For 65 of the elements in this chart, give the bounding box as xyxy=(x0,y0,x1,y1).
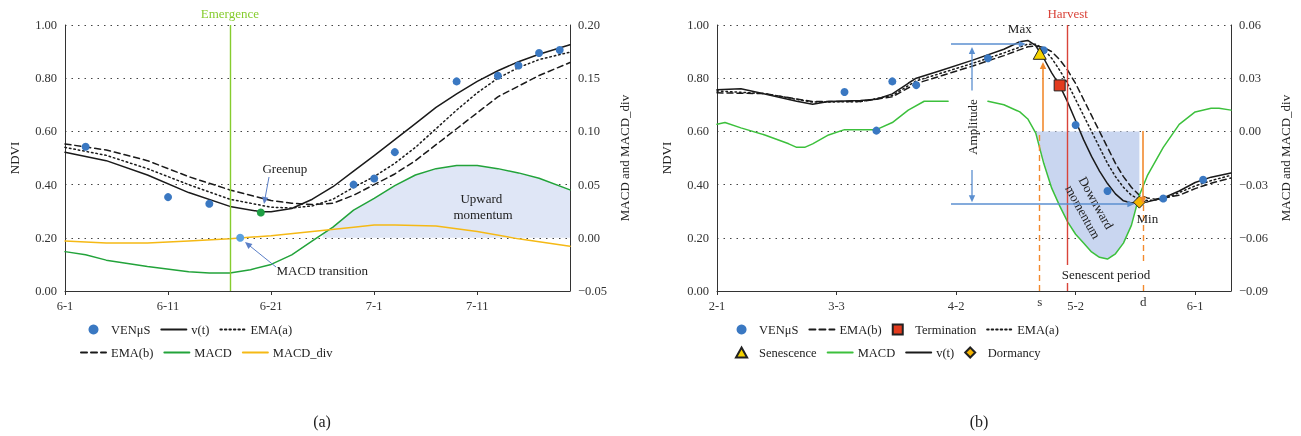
x-tick-label: 6-1 xyxy=(56,298,74,313)
legend-label: VENμS xyxy=(759,322,799,337)
y-tick-label: 0.00 xyxy=(35,284,57,298)
y-tick-label: 0.80 xyxy=(687,71,709,86)
y2-tick-label: 0.03 xyxy=(1239,71,1261,86)
text: (b) xyxy=(969,412,989,431)
y-axis-title: NDVI xyxy=(659,141,674,175)
y-axis-title: NDVI xyxy=(7,141,22,175)
y2-tick-label: −0.06 xyxy=(1239,230,1268,245)
y-tick-label: 1.00 xyxy=(35,18,57,32)
y-tick-label: 0.80 xyxy=(35,71,57,86)
y2-axis-title: MACD and MACD_div xyxy=(1278,94,1293,222)
ref-line-label: Harvest xyxy=(1047,6,1089,21)
y-tick-label: 0.00 xyxy=(687,284,709,298)
y2-tick-label: 0.10 xyxy=(578,124,600,139)
legend-label: Senescence xyxy=(759,345,818,360)
legend-label: Termination xyxy=(915,322,977,337)
y2-tick-label: 0.20 xyxy=(578,18,600,32)
annotation: Upward momentum xyxy=(453,190,513,222)
legend-label: EMA(a) xyxy=(250,322,293,337)
legend-label: MACD xyxy=(857,345,896,360)
legend-label: v(t) xyxy=(191,322,210,337)
x-tick-label: 5-2 xyxy=(1067,298,1084,313)
legend-label: EMA(b) xyxy=(111,345,154,360)
x-tick-label: 3-3 xyxy=(828,298,845,313)
y-tick-label: 0.40 xyxy=(35,177,57,192)
x-tick-label: 6-11 xyxy=(156,298,180,313)
legend-label: EMA(b) xyxy=(839,322,882,337)
annotation: Min xyxy=(1136,210,1159,226)
y2-tick-label: −0.09 xyxy=(1239,284,1268,298)
y-tick-label: 0.60 xyxy=(35,124,57,139)
y-tick-label: 0.20 xyxy=(687,230,709,245)
y2-tick-label: 0.05 xyxy=(578,177,600,192)
x-tick-label: 2-1 xyxy=(708,298,726,313)
text: (a) xyxy=(313,412,331,431)
y2-tick-label: 0.06 xyxy=(1239,18,1261,32)
legend-label: Dormancy xyxy=(987,345,1042,360)
x-tick-label: 7-11 xyxy=(466,298,489,313)
y-tick-label: 0.20 xyxy=(35,230,57,245)
annotation: Greenup xyxy=(262,161,308,177)
y2-tick-label: 0.00 xyxy=(1239,124,1261,139)
x-tick-label: 7-1 xyxy=(365,298,383,313)
legend-label: VENμS xyxy=(111,322,151,337)
legend-label: v(t) xyxy=(936,345,955,360)
ref-line-label: Emergence xyxy=(200,6,260,21)
x-tick-label: 6-21 xyxy=(259,298,283,313)
legend-label: MACD_div xyxy=(272,345,334,360)
legend-label: EMA(a) xyxy=(1017,322,1059,337)
y2-tick-label: 0.00 xyxy=(578,230,600,245)
y-tick-label: 0.40 xyxy=(687,177,709,192)
y2-tick-label: −0.03 xyxy=(1239,177,1268,192)
y-tick-label: 1.00 xyxy=(687,18,709,32)
y2-axis-title: MACD and MACD_div xyxy=(617,94,632,222)
y2-tick-label: 0.15 xyxy=(578,71,600,86)
annotation: Max xyxy=(1007,20,1033,36)
annotation: Senescent period xyxy=(1061,266,1151,282)
x-tick-label: 6-1 xyxy=(1186,298,1204,313)
legend-label: MACD xyxy=(194,345,232,360)
y-tick-label: 0.60 xyxy=(687,124,709,139)
y2-tick-label: −0.05 xyxy=(578,284,607,298)
ref-line-label: s xyxy=(1037,294,1043,309)
annotation: MACD transition xyxy=(276,263,369,279)
ref-line-label: d xyxy=(1140,294,1148,309)
x-tick-label: 4-2 xyxy=(947,298,965,313)
annotation: Amplitude xyxy=(964,98,980,155)
